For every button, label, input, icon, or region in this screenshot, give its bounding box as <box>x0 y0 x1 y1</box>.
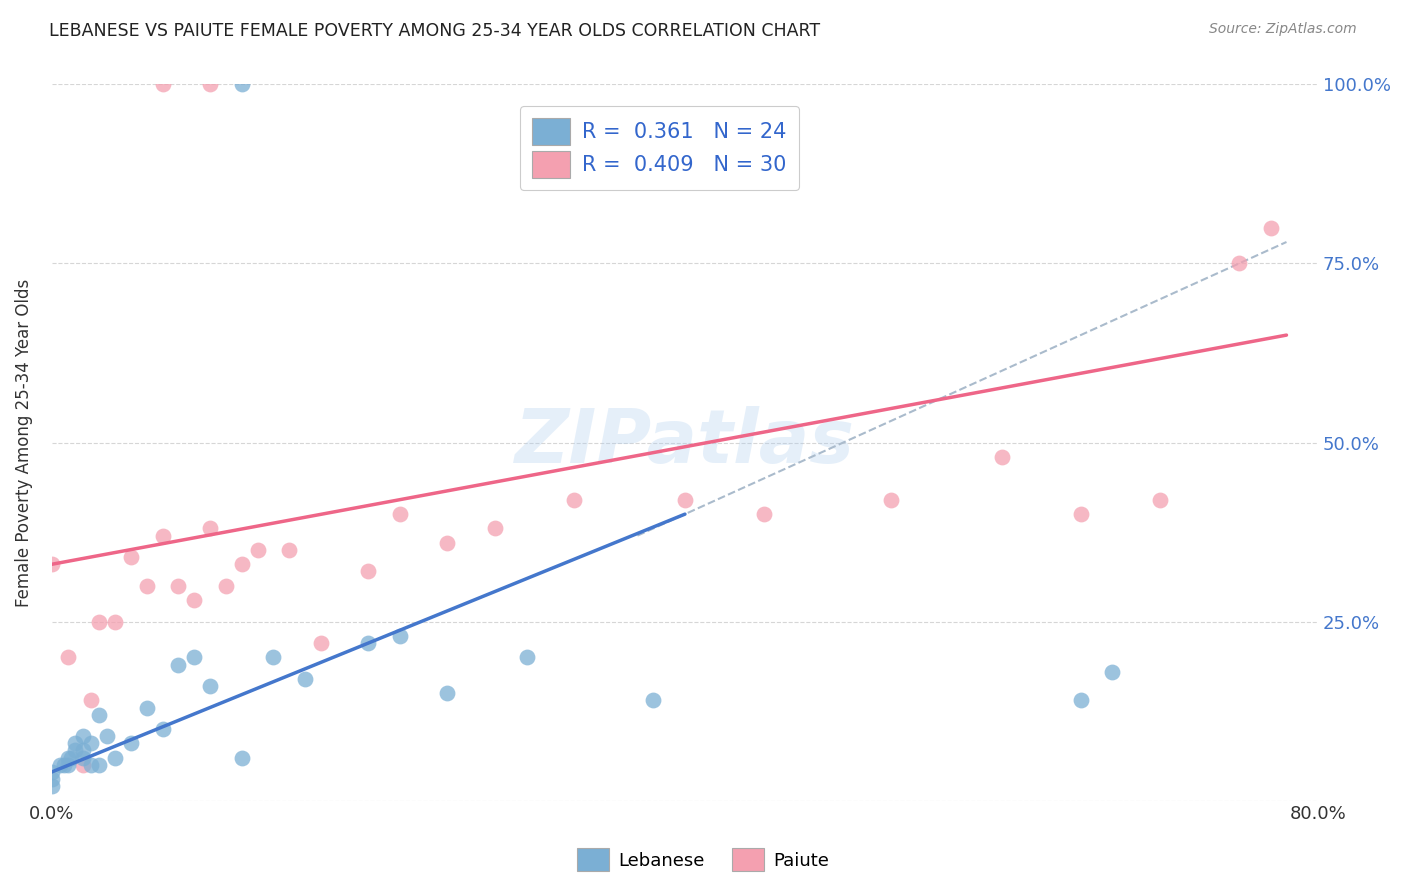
Point <box>198 521 221 535</box>
Point <box>59 750 82 764</box>
Legend: R =  0.361   N = 24, R =  0.409   N = 30: R = 0.361 N = 24, R = 0.409 N = 30 <box>520 105 799 190</box>
Point <box>80 757 103 772</box>
Point <box>56 750 79 764</box>
Point <box>72 750 94 764</box>
Text: LEBANESE VS PAIUTE FEMALE POVERTY AMONG 25-34 YEAR OLDS CORRELATION CHART: LEBANESE VS PAIUTE FEMALE POVERTY AMONG … <box>49 22 820 40</box>
Point <box>135 579 157 593</box>
Text: ZIPatlas: ZIPatlas <box>515 406 855 479</box>
Point <box>752 507 775 521</box>
Point <box>104 615 127 629</box>
Point <box>215 579 238 593</box>
Point <box>80 693 103 707</box>
Point <box>1149 492 1171 507</box>
Point <box>135 700 157 714</box>
Point <box>643 693 665 707</box>
Point <box>231 750 253 764</box>
Point <box>152 78 174 92</box>
Point <box>53 757 76 772</box>
Point <box>41 764 63 779</box>
Point <box>990 450 1012 464</box>
Point <box>89 757 111 772</box>
Point <box>96 729 118 743</box>
Point <box>41 558 63 572</box>
Point <box>198 78 221 92</box>
Y-axis label: Female Poverty Among 25-34 Year Olds: Female Poverty Among 25-34 Year Olds <box>15 278 32 607</box>
Legend: Lebanese, Paiute: Lebanese, Paiute <box>569 841 837 879</box>
Point <box>309 636 332 650</box>
Point <box>388 507 411 521</box>
Point <box>231 558 253 572</box>
Point <box>262 650 284 665</box>
Point <box>72 729 94 743</box>
Point <box>65 743 87 757</box>
Point <box>1260 220 1282 235</box>
Point <box>167 657 190 672</box>
Point <box>48 757 70 772</box>
Point <box>72 757 94 772</box>
Point <box>56 757 79 772</box>
Point <box>1070 507 1092 521</box>
Point <box>562 492 585 507</box>
Text: Source: ZipAtlas.com: Source: ZipAtlas.com <box>1209 22 1357 37</box>
Point <box>357 636 380 650</box>
Point <box>278 543 301 558</box>
Point <box>294 672 316 686</box>
Point <box>104 750 127 764</box>
Point <box>880 492 903 507</box>
Point <box>357 565 380 579</box>
Point <box>388 629 411 643</box>
Point <box>56 650 79 665</box>
Point <box>183 593 205 607</box>
Point <box>152 528 174 542</box>
Point <box>89 707 111 722</box>
Point <box>673 492 696 507</box>
Point <box>72 743 94 757</box>
Point <box>152 722 174 736</box>
Point <box>198 679 221 693</box>
Point <box>1070 693 1092 707</box>
Point <box>120 736 142 750</box>
Point <box>1101 665 1123 679</box>
Point <box>167 579 190 593</box>
Point <box>41 779 63 793</box>
Point <box>246 543 269 558</box>
Point <box>41 772 63 786</box>
Point <box>1227 256 1250 270</box>
Point <box>436 536 458 550</box>
Point <box>89 615 111 629</box>
Point <box>65 736 87 750</box>
Point <box>183 650 205 665</box>
Point <box>120 550 142 565</box>
Point <box>484 521 506 535</box>
Point <box>436 686 458 700</box>
Point <box>516 650 538 665</box>
Point <box>80 736 103 750</box>
Point <box>231 78 253 92</box>
